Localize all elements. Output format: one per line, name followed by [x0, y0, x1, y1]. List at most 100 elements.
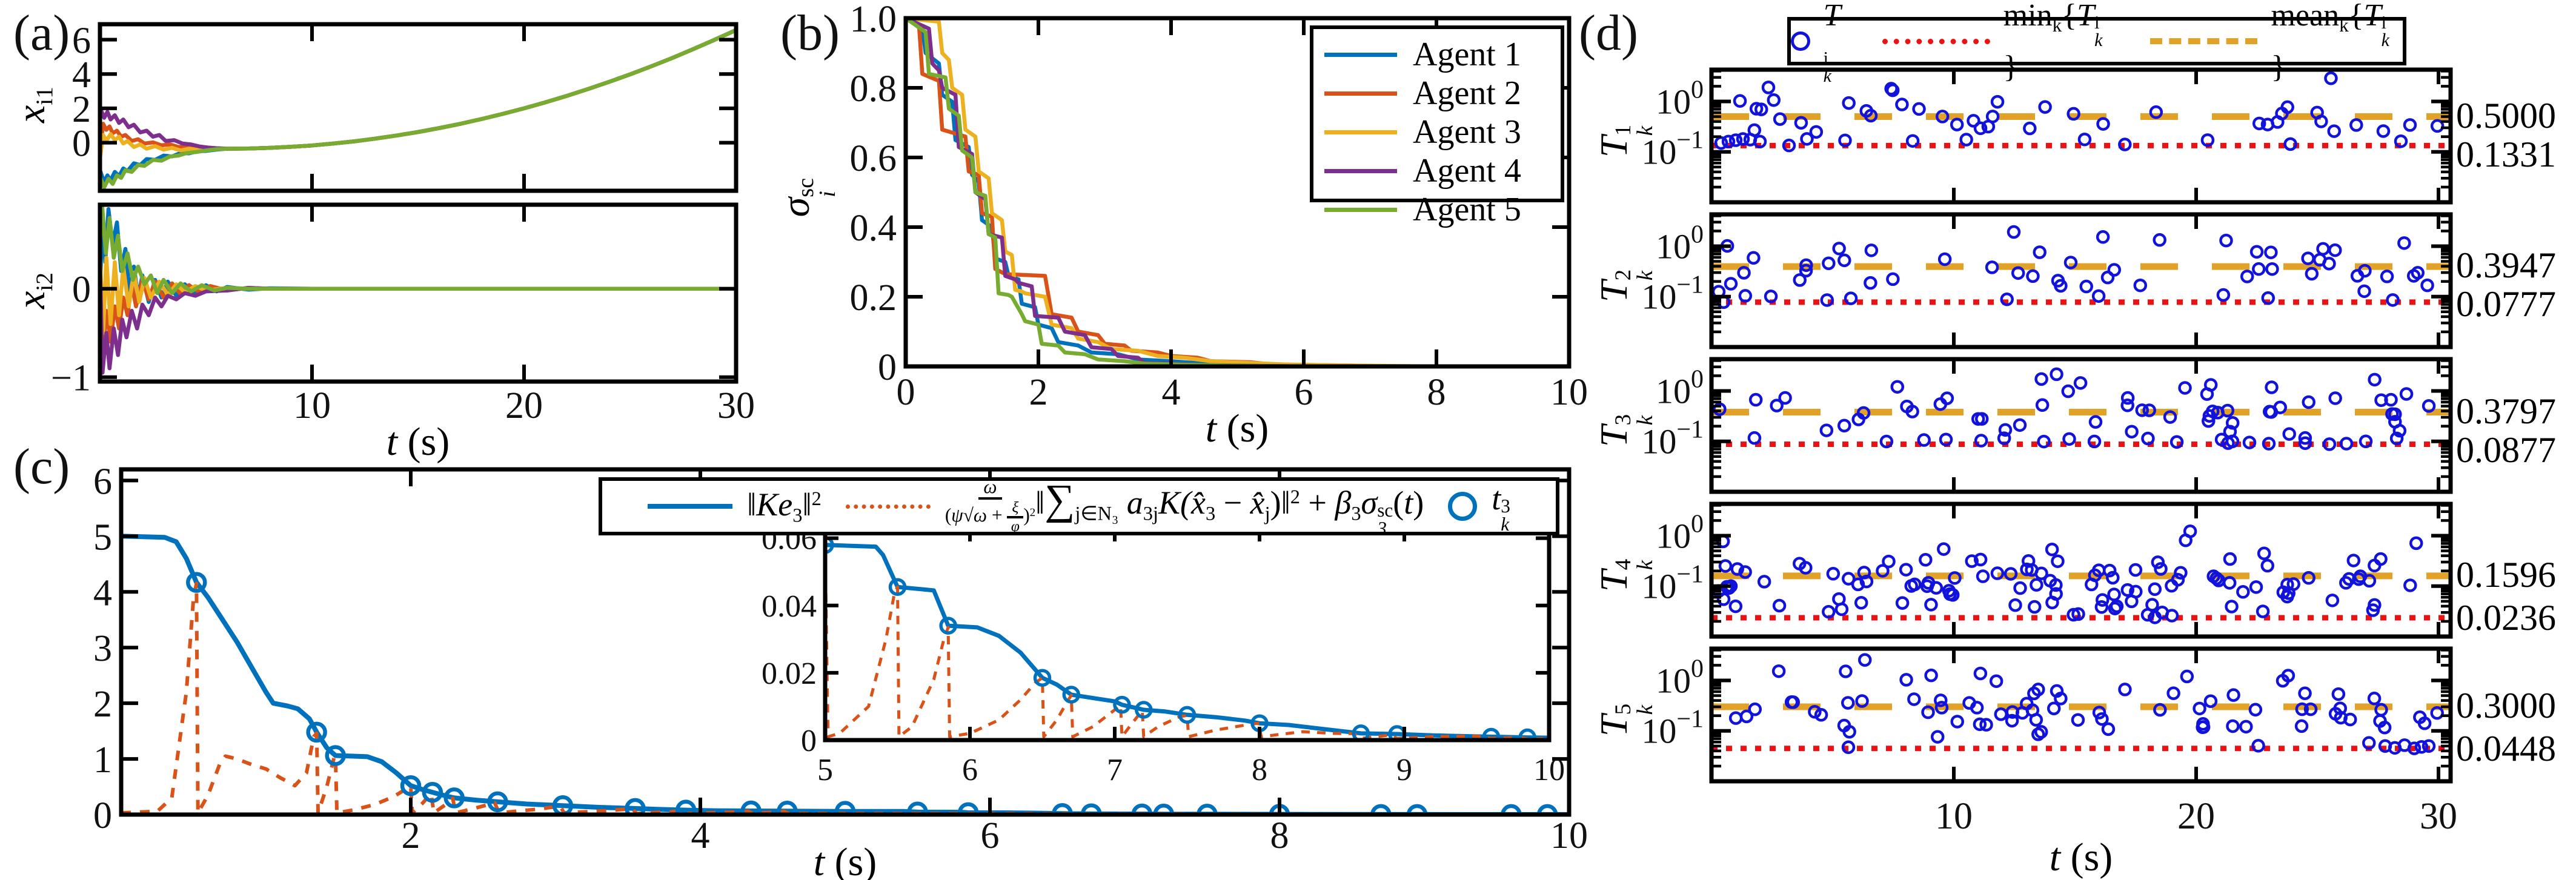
- min-value-label: 0.0236: [2456, 597, 2556, 638]
- legend-item-agent-1: Agent 1: [1324, 35, 1521, 74]
- interval-point: [2368, 558, 2382, 573]
- xtick-label-c: 4: [691, 815, 710, 856]
- interval-point: [2362, 736, 2376, 750]
- inset-xtick-label: 9: [1396, 753, 1412, 787]
- xtick-label-c: 6: [981, 815, 1000, 856]
- axes-box: [98, 22, 739, 193]
- interval-point: [2380, 270, 2394, 283]
- interval-point: [1998, 423, 2013, 437]
- interval-point: [1973, 717, 1987, 732]
- interval-point: [2368, 372, 2382, 387]
- interval-point: [1851, 412, 1865, 426]
- interval-point: [1730, 562, 1744, 576]
- interval-point: [1748, 702, 1762, 716]
- interval-point: [1772, 598, 1787, 613]
- interval-point: [1924, 598, 1938, 612]
- interval-point: [2092, 706, 2106, 720]
- event-marker: [422, 781, 443, 803]
- legend-item-agent-2: Agent 2: [1324, 74, 1521, 113]
- xtick-label-d: 20: [2177, 796, 2215, 837]
- interval-point: [1736, 132, 1750, 146]
- interval-point: [2047, 701, 2061, 716]
- interval-point: [2100, 270, 2115, 285]
- interval-point: [2035, 398, 2050, 412]
- interval-point: [2091, 289, 2106, 303]
- interval-point: [2430, 119, 2445, 133]
- plot-area: [1711, 524, 2451, 624]
- event-marker: [487, 791, 508, 813]
- interval-point: [2294, 719, 2309, 733]
- ytick-label-d: 100: [1656, 76, 1704, 121]
- interval-point: [2280, 589, 2294, 604]
- xtick-label-a: 20: [505, 385, 543, 426]
- interval-point: [2298, 431, 2312, 445]
- interval-point: [2316, 242, 2330, 256]
- interval-point: [1799, 263, 1813, 278]
- interval-point: [2045, 542, 2059, 557]
- interval-point: [2342, 572, 2356, 586]
- interval-point: [2183, 524, 2197, 538]
- interval-point: [2298, 686, 2312, 701]
- ytick-label-d: 10−1: [1641, 271, 1704, 317]
- interval-point: [1809, 125, 1824, 139]
- interval-point: [2359, 434, 2373, 448]
- plot-area: [1711, 653, 2451, 755]
- interval-point: [1800, 132, 1814, 146]
- interval-point: [2135, 403, 2149, 417]
- interval-point: [2120, 391, 2135, 405]
- axes-box: [119, 467, 1572, 817]
- interval-point: [2026, 269, 2040, 283]
- interval-point: [2373, 714, 2387, 728]
- interval-point: [2302, 571, 2315, 585]
- inset-event-marker: [1135, 701, 1153, 719]
- interval-point: [2430, 706, 2444, 720]
- mean-value-label: 0.5000: [2456, 95, 2556, 136]
- interval-point: [1728, 711, 1743, 725]
- interval-point: [1808, 705, 1822, 719]
- interval-point: [2249, 245, 2264, 259]
- inset-event-marker: [1178, 706, 1197, 724]
- interval-point: [1886, 272, 1900, 286]
- interval-point: [2301, 251, 2315, 265]
- interval-point: [1879, 434, 1894, 449]
- inset-xtick-label: 7: [1107, 753, 1123, 787]
- inset-event-marker: [1033, 669, 1052, 687]
- xi2-curve: [100, 253, 736, 335]
- interval-point: [2011, 266, 2025, 280]
- interval-point: [1990, 566, 2005, 580]
- ytick-label-d: 100: [1656, 365, 1704, 411]
- panel-label-d: (d): [1579, 5, 1638, 61]
- interval-point: [1839, 664, 1853, 678]
- legend-item-label: Agent 2: [1413, 74, 1521, 112]
- interval-point: [2251, 739, 2265, 753]
- interval-point: [2358, 263, 2372, 278]
- interval-point: [2166, 686, 2180, 700]
- interval-point: [1967, 114, 1980, 128]
- interval-point: [1713, 402, 1727, 416]
- interval-point: [2008, 598, 2022, 612]
- interval-point: [2403, 118, 2417, 132]
- interval-point: [2180, 669, 2194, 684]
- interval-point: [1979, 718, 1993, 732]
- inset-event-marker: [1482, 727, 1501, 740]
- ytick-label-d: 100: [1656, 220, 1704, 266]
- interval-point: [1943, 587, 1957, 601]
- legend-line-sample: [648, 503, 733, 509]
- min-value-label: 0.0877: [2456, 429, 2556, 470]
- interval-point: [2163, 410, 2177, 424]
- interval-point: [2129, 584, 2143, 599]
- legend-d-item-2: meank{T i k}: [2149, 0, 2403, 85]
- plot-area: [100, 205, 736, 375]
- interval-point: [1841, 740, 1856, 755]
- interval-point: [1793, 273, 1807, 287]
- inset-xtick-label: 6: [962, 753, 978, 787]
- xtick-label-b: 0: [897, 372, 915, 413]
- xtick-label-d: 30: [2420, 796, 2457, 837]
- inset-curve: [825, 546, 1549, 740]
- interval-point: [2021, 554, 2036, 568]
- interval-point: [1904, 579, 1918, 593]
- interval-point: [1899, 563, 1913, 577]
- interval-point: [1832, 242, 1846, 256]
